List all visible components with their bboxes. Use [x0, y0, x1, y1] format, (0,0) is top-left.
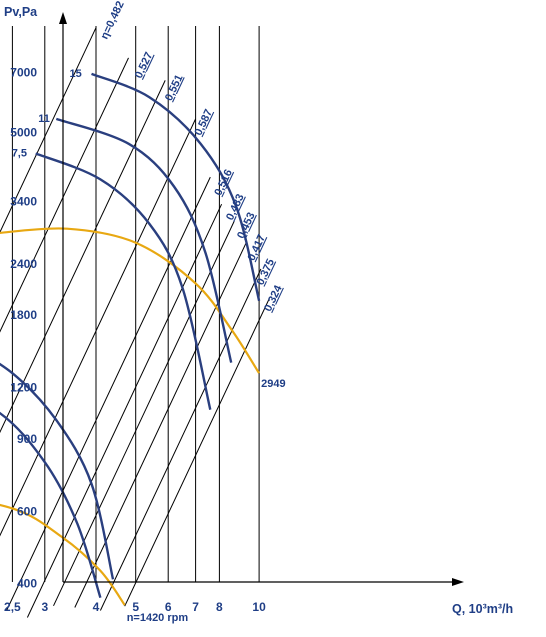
efficiency-line [6, 176, 211, 611]
efficiency-label: 0,375 [254, 257, 277, 287]
system-curve-label: n=1420 rpm [127, 612, 189, 624]
y-tick-label: 400 [17, 577, 37, 591]
efficiency-line [74, 242, 247, 608]
efficiency-label: 0,527 [133, 50, 156, 80]
efficiency-line [0, 118, 197, 537]
x-tick-label: 7 [192, 600, 199, 614]
axes: Pv,Pa Q, 10³m³/h [4, 5, 513, 616]
tick-labels: 1,21,522,5345678104006009001200180024003… [4, 66, 266, 614]
x-tick-label: 6 [165, 600, 172, 614]
system-curve-label: 2949 [261, 378, 285, 390]
x-axis-arrow [452, 578, 464, 586]
y-tick-label: 5000 [10, 126, 37, 140]
y-axis-title: Pv,Pa [4, 5, 38, 19]
fan-curve-label: 11 [38, 113, 50, 125]
y-tick-label: 2400 [10, 257, 37, 271]
fan-curve [0, 411, 102, 599]
efficiency-line [0, 57, 129, 333]
efficiency-line [26, 203, 223, 618]
fan-curve [91, 72, 261, 302]
x-tick-label: 8 [216, 600, 223, 614]
y-tick-label: 7000 [10, 66, 37, 80]
x-axis-title: Q, 10³m³/h [452, 602, 513, 616]
y-axis-arrow [59, 12, 67, 24]
system-curve [0, 503, 126, 606]
system-curves [0, 227, 261, 606]
fan-curves [0, 72, 261, 599]
fan-curve-label: 7,5 [12, 148, 27, 160]
grid-layer [11, 26, 260, 582]
system-curve [0, 227, 261, 374]
fan-curve [35, 152, 212, 410]
x-tick-label: 4 [93, 600, 100, 614]
y-tick-label: 900 [17, 432, 37, 446]
y-tick-label: 3400 [10, 195, 37, 209]
efficiency-line [53, 220, 235, 607]
efficiency-label: 0,324 [262, 283, 285, 314]
fan-curve-label: 15 [70, 68, 82, 80]
efficiency-label: 0,551 [163, 73, 186, 103]
x-tick-label: 3 [41, 600, 48, 614]
x-tick-label: 10 [252, 600, 266, 614]
fan-curve [0, 362, 115, 580]
fan-curve [55, 117, 233, 363]
efficiency-line [0, 27, 97, 234]
y-tick-label: 600 [17, 504, 37, 518]
x-tick-label: 5 [132, 600, 139, 614]
x-tick-label: 2,5 [4, 600, 21, 614]
efficiency-label: η=0,482 [99, 0, 127, 41]
efficiency-line [99, 268, 262, 611]
y-tick-label: 1200 [10, 381, 37, 395]
efficiency-line [0, 80, 166, 434]
y-tick-label: 1800 [10, 308, 37, 322]
